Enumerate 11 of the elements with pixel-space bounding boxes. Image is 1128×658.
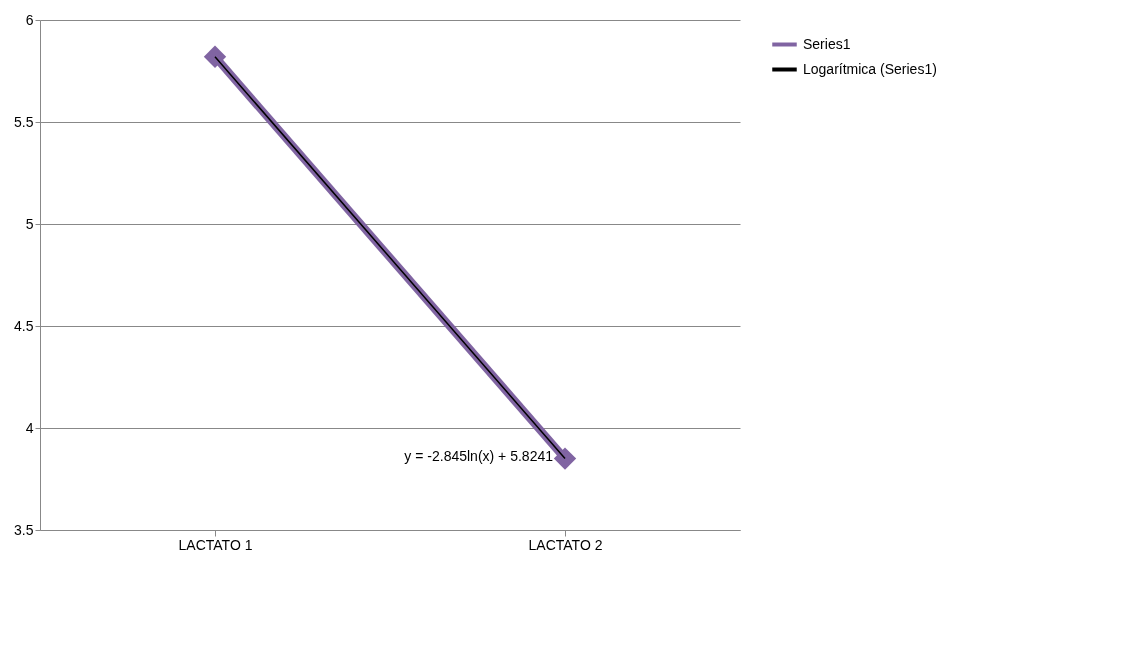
annotation: y = -2.845ln(x) + 5.8241 <box>404 447 554 464</box>
y-tick-label: 4 <box>25 419 34 436</box>
y-tick-label: 5.5 <box>14 113 34 130</box>
y-tick-label: 5 <box>25 215 34 232</box>
legend-label: Series1 <box>803 35 851 52</box>
y-tick-label: 4.5 <box>14 317 34 334</box>
legend-label: Logarítmica (Series1) <box>803 60 937 77</box>
x-tick-label: LACTATO 1 <box>178 536 253 553</box>
x-tick-label: LACTATO 2 <box>528 536 603 553</box>
y-tick-label: 3.5 <box>14 521 34 538</box>
y-tick-label: 6 <box>25 11 34 28</box>
